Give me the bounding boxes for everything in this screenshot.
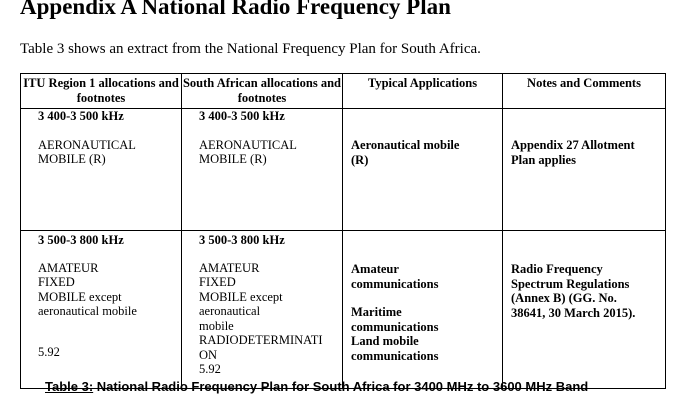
row2-itu-allocation: AMATEUR FIXED MOBILE except aeronautical… <box>38 260 137 319</box>
table-row: 3 500-3 800 kHz AMATEUR FIXED MOBILE exc… <box>20 230 666 389</box>
table-header-row: ITU Region 1 allocations and footnotes S… <box>20 73 666 109</box>
row2-sa-cell: 3 500-3 800 kHz AMATEUR FIXED MOBILE exc… <box>181 230 343 389</box>
frequency-plan-table: ITU Region 1 allocations and footnotes S… <box>20 73 666 389</box>
row1-applications: Aeronautical mobile (R) <box>351 138 460 167</box>
header-notes: Notes and Comments <box>502 73 666 109</box>
table-caption: Table 3: National Radio Frequency Plan f… <box>45 379 588 394</box>
page-title: Appendix A National Radio Frequency Plan <box>20 0 451 19</box>
caption-text: National Radio Frequency Plan for South … <box>93 379 589 394</box>
table-row: 3 400-3 500 kHz AERONAUTICAL MOBILE (R) … <box>20 108 666 231</box>
row2-applications-amateur: Amateur communications <box>351 262 439 291</box>
row2-sa-allocation: AMATEUR FIXED MOBILE except aeronautical… <box>199 260 323 377</box>
header-sa-allocations: South African allocations and footnotes <box>181 73 343 109</box>
intro-paragraph: Table 3 shows an extract from the Nation… <box>20 41 481 57</box>
row2-notes: Radio Frequency Spectrum Regulations (An… <box>511 262 636 320</box>
row2-itu-footnote: 5.92 <box>38 344 60 359</box>
row2-notes-cell: Radio Frequency Spectrum Regulations (An… <box>502 230 666 389</box>
row2-itu-cell: 3 500-3 800 kHz AMATEUR FIXED MOBILE exc… <box>20 230 182 389</box>
row2-applications-maritime: Maritime communications Land mobile comm… <box>351 305 439 363</box>
caption-label: Table 3: <box>45 379 94 394</box>
row1-sa-cell: 3 400-3 500 kHz AERONAUTICAL MOBILE (R) <box>181 108 343 231</box>
header-typical-applications: Typical Applications <box>342 73 503 109</box>
row1-notes: Appendix 27 Allotment Plan applies <box>511 138 635 167</box>
row1-applications-cell: Aeronautical mobile (R) <box>342 108 503 231</box>
row1-itu-allocation: AERONAUTICAL MOBILE (R) <box>38 137 136 167</box>
header-itu-allocations: ITU Region 1 allocations and footnotes <box>20 73 182 109</box>
row1-itu-cell: 3 400-3 500 kHz AERONAUTICAL MOBILE (R) <box>20 108 182 231</box>
row2-itu-frequency: 3 500-3 800 kHz <box>38 233 124 247</box>
row1-notes-cell: Appendix 27 Allotment Plan applies <box>502 108 666 231</box>
row1-sa-frequency: 3 400-3 500 kHz <box>199 109 285 123</box>
row2-sa-frequency: 3 500-3 800 kHz <box>199 233 285 247</box>
row1-itu-frequency: 3 400-3 500 kHz <box>38 109 124 123</box>
row1-sa-allocation: AERONAUTICAL MOBILE (R) <box>199 137 297 167</box>
row2-applications-cell: Amateur communications Maritime communic… <box>342 230 503 389</box>
